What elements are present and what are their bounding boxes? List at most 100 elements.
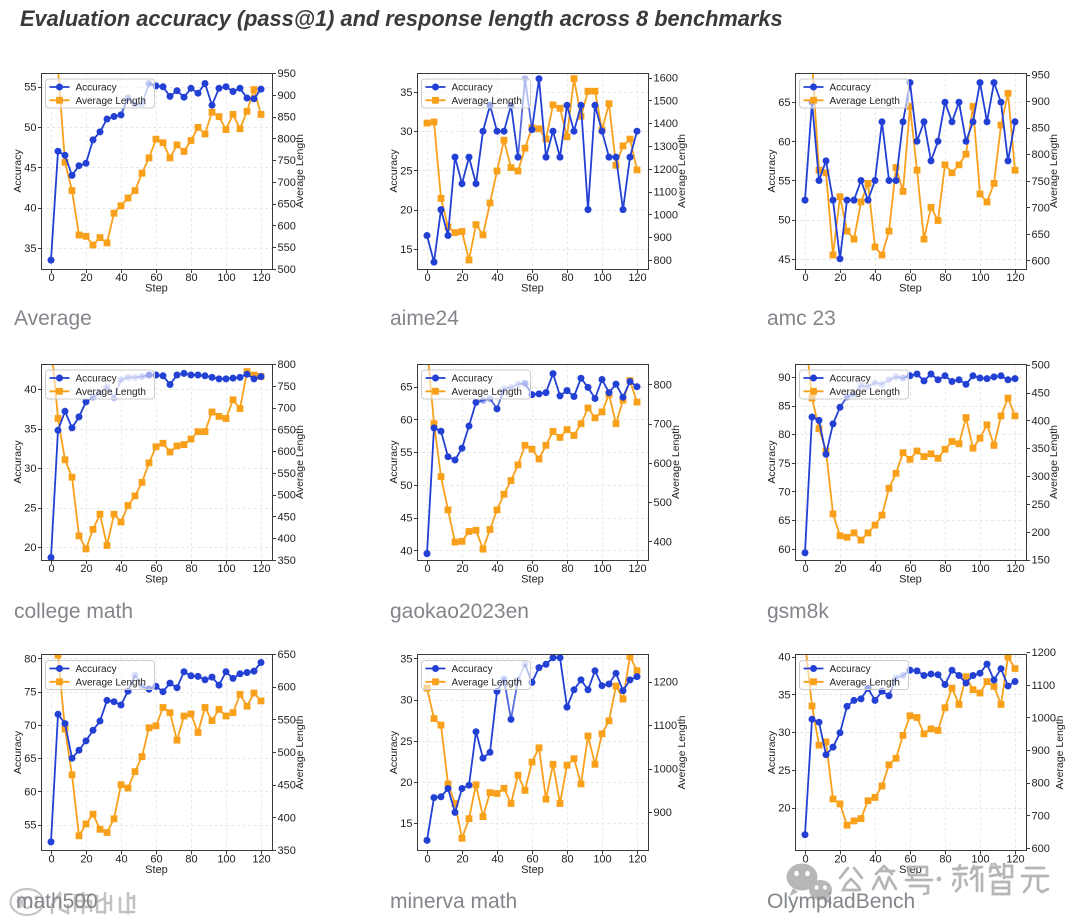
svg-text:700: 700 [278,177,296,189]
svg-text:Accuracy: Accuracy [12,730,24,774]
svg-text:55: 55 [778,176,790,188]
svg-text:Accuracy: Accuracy [766,149,778,193]
svg-text:Step: Step [145,864,168,876]
svg-text:90: 90 [778,372,790,384]
svg-text:Average Length: Average Length [294,425,306,499]
svg-text:80: 80 [939,854,951,866]
svg-text:450: 450 [278,780,296,792]
svg-text:Average Length: Average Length [830,96,900,107]
svg-text:40: 40 [115,272,127,284]
svg-text:25: 25 [24,503,36,515]
svg-text:1600: 1600 [654,73,678,85]
svg-text:120: 120 [252,854,270,866]
svg-text:50: 50 [400,480,412,492]
svg-text:400: 400 [278,533,296,545]
svg-text:30: 30 [778,727,790,739]
svg-text:60: 60 [904,563,916,575]
svg-text:650: 650 [278,424,296,436]
svg-text:Step: Step [145,574,168,586]
svg-text:40: 40 [778,652,790,664]
svg-text:40: 40 [869,563,881,575]
svg-text:450: 450 [278,511,296,523]
svg-text:80: 80 [185,854,197,866]
svg-text:1000: 1000 [654,764,678,776]
svg-text:800: 800 [1032,149,1050,161]
svg-text:1300: 1300 [654,141,678,153]
svg-text:40: 40 [115,854,127,866]
svg-text:700: 700 [278,403,296,415]
svg-text:85: 85 [778,401,790,413]
svg-text:40: 40 [24,203,36,215]
svg-text:Average Length: Average Length [830,677,900,688]
svg-text:120: 120 [628,854,646,866]
svg-text:550: 550 [278,242,296,254]
svg-text:20: 20 [80,563,92,575]
svg-text:80: 80 [185,272,197,284]
svg-text:0: 0 [802,563,808,575]
svg-text:1000: 1000 [654,209,678,221]
svg-text:Average Length: Average Length [676,134,688,208]
svg-text:60: 60 [526,854,538,866]
svg-text:Step: Step [521,864,544,876]
svg-text:350: 350 [278,555,296,567]
svg-text:450: 450 [1032,388,1050,400]
svg-text:60: 60 [904,854,916,866]
svg-text:65: 65 [24,753,36,765]
svg-text:200: 200 [1032,527,1050,539]
svg-text:950: 950 [1032,70,1050,82]
svg-text:100: 100 [217,563,235,575]
svg-text:500: 500 [1032,360,1050,372]
svg-text:25: 25 [400,165,412,177]
svg-text:120: 120 [1006,563,1024,575]
svg-text:60: 60 [24,786,36,798]
svg-text:750: 750 [278,381,296,393]
svg-text:Average Length: Average Length [76,677,146,688]
svg-text:750: 750 [1032,176,1050,188]
svg-text:80: 80 [939,272,951,284]
svg-text:650: 650 [278,649,296,661]
svg-text:Average Length: Average Length [452,387,522,398]
svg-text:40: 40 [491,272,503,284]
svg-text:900: 900 [278,90,296,102]
svg-text:Accuracy: Accuracy [830,374,871,385]
svg-text:Accuracy: Accuracy [766,440,778,484]
svg-text:Accuracy: Accuracy [452,83,493,94]
svg-text:40: 40 [491,854,503,866]
svg-text:25: 25 [400,736,412,748]
svg-text:35: 35 [778,689,790,701]
svg-text:150: 150 [1032,555,1050,567]
svg-text:20: 20 [400,777,412,789]
svg-text:20: 20 [778,803,790,815]
svg-text:100: 100 [593,563,611,575]
svg-text:1200: 1200 [654,164,678,176]
svg-text:550: 550 [278,468,296,480]
svg-text:1200: 1200 [654,677,678,689]
svg-text:550: 550 [278,714,296,726]
svg-text:80: 80 [561,854,573,866]
svg-text:700: 700 [1032,202,1050,214]
svg-text:Accuracy: Accuracy [12,149,24,193]
svg-text:100: 100 [971,854,989,866]
svg-text:500: 500 [654,497,672,509]
svg-text:800: 800 [654,380,672,392]
svg-text:20: 20 [456,272,468,284]
svg-text:Step: Step [899,574,922,586]
svg-text:Accuracy: Accuracy [388,440,400,484]
svg-text:60: 60 [904,272,916,284]
svg-text:Average Length: Average Length [1048,134,1060,208]
svg-text:Average Length: Average Length [1054,715,1066,789]
svg-text:Average Length: Average Length [452,96,522,107]
svg-text:600: 600 [278,446,296,458]
svg-text:100: 100 [971,272,989,284]
svg-text:250: 250 [1032,499,1050,511]
svg-text:750: 750 [278,155,296,167]
svg-text:70: 70 [778,487,790,499]
svg-text:Average Length: Average Length [294,134,306,208]
svg-text:120: 120 [628,272,646,284]
svg-text:15: 15 [400,244,412,256]
svg-text:900: 900 [1032,96,1050,108]
svg-text:65: 65 [778,515,790,527]
svg-text:900: 900 [1032,745,1050,757]
svg-text:Average Length: Average Length [452,677,522,688]
svg-text:45: 45 [24,162,36,174]
